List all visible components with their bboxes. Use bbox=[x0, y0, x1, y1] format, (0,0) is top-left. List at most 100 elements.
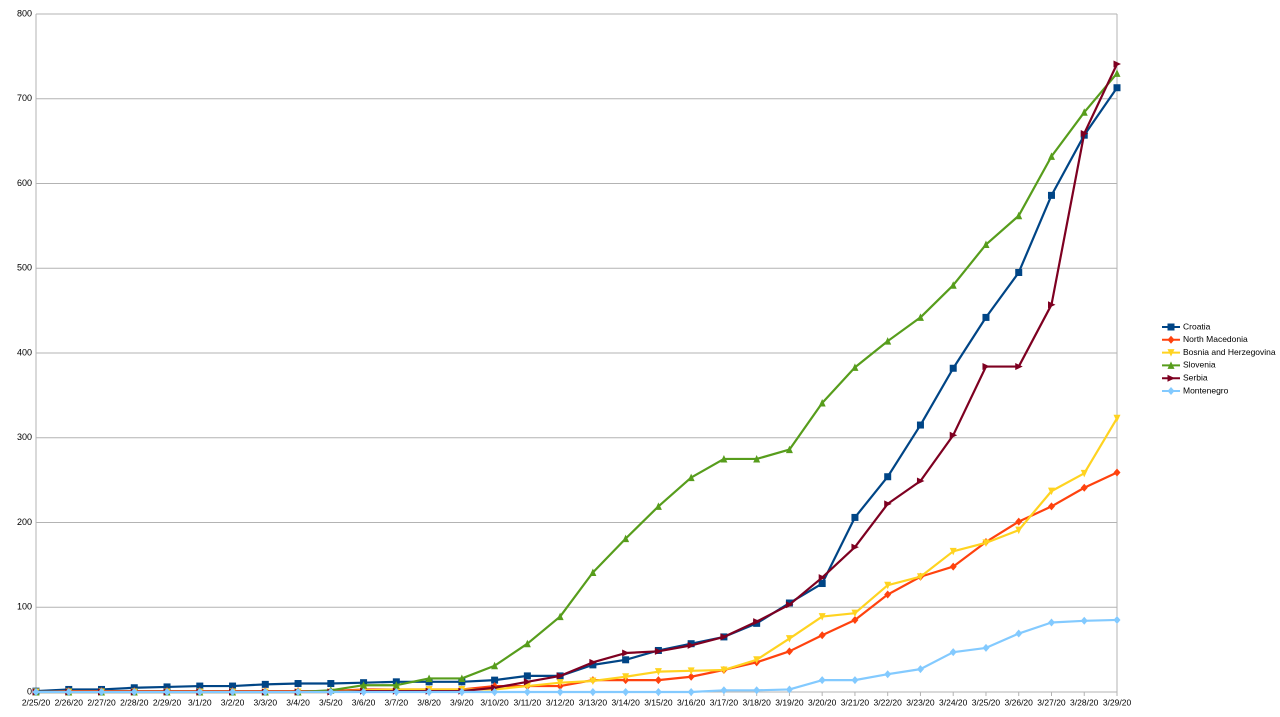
y-tick-label: 200 bbox=[17, 517, 32, 527]
marker bbox=[622, 688, 630, 696]
marker bbox=[884, 500, 892, 508]
marker bbox=[851, 676, 859, 685]
marker bbox=[982, 240, 990, 249]
marker bbox=[884, 473, 892, 481]
marker bbox=[687, 667, 695, 675]
x-tick-label: 3/10/20 bbox=[480, 697, 509, 707]
marker bbox=[1015, 526, 1023, 535]
y-tick-label: 600 bbox=[17, 178, 32, 188]
marker bbox=[458, 674, 466, 682]
marker bbox=[818, 574, 827, 582]
marker bbox=[884, 670, 892, 679]
marker bbox=[229, 688, 237, 696]
x-tick-label: 3/15/20 bbox=[644, 697, 673, 707]
marker bbox=[1167, 387, 1175, 395]
marker bbox=[654, 647, 663, 655]
marker bbox=[949, 547, 957, 556]
marker bbox=[261, 688, 269, 696]
marker bbox=[1047, 618, 1055, 627]
y-tick-label: 500 bbox=[17, 263, 32, 273]
marker bbox=[949, 431, 958, 439]
marker bbox=[1113, 468, 1121, 477]
marker bbox=[1113, 69, 1121, 77]
marker bbox=[949, 364, 957, 372]
marker bbox=[130, 688, 138, 696]
marker bbox=[1080, 469, 1088, 478]
marker bbox=[720, 633, 728, 641]
marker bbox=[360, 688, 368, 696]
marker bbox=[916, 421, 924, 429]
marker bbox=[523, 688, 531, 696]
marker bbox=[425, 674, 433, 682]
x-tick-label: 2/27/20 bbox=[87, 697, 116, 707]
y-tick-label: 400 bbox=[17, 347, 32, 357]
marker bbox=[753, 686, 761, 695]
x-tick-label: 3/26/20 bbox=[1005, 697, 1034, 707]
marker bbox=[1167, 335, 1175, 344]
marker bbox=[851, 543, 859, 551]
legend-label: Montenegro bbox=[1183, 385, 1229, 395]
marker bbox=[753, 454, 761, 463]
marker bbox=[360, 681, 368, 689]
marker bbox=[720, 454, 728, 463]
marker bbox=[916, 573, 924, 581]
x-tick-label: 3/28/20 bbox=[1070, 697, 1099, 707]
marker bbox=[1080, 616, 1088, 625]
x-tick-label: 3/22/20 bbox=[874, 697, 903, 707]
marker bbox=[327, 688, 335, 696]
marker bbox=[720, 686, 728, 695]
x-tick-label: 3/17/20 bbox=[710, 697, 739, 707]
marker bbox=[1167, 349, 1175, 357]
marker bbox=[982, 539, 990, 547]
marker bbox=[654, 668, 662, 676]
x-tick-label: 3/24/20 bbox=[939, 697, 968, 707]
x-tick-label: 3/9/20 bbox=[450, 697, 474, 707]
marker bbox=[622, 656, 630, 664]
x-tick-label: 3/6/20 bbox=[352, 697, 376, 707]
x-tick-label: 3/19/20 bbox=[775, 697, 804, 707]
marker bbox=[884, 581, 892, 590]
marker bbox=[753, 618, 761, 626]
marker bbox=[1113, 615, 1121, 624]
x-tick-label: 2/28/20 bbox=[120, 697, 149, 707]
series-line bbox=[36, 63, 1118, 694]
marker bbox=[818, 613, 826, 621]
marker bbox=[785, 635, 793, 643]
marker bbox=[982, 363, 990, 371]
x-tick-label: 2/25/20 bbox=[22, 697, 51, 707]
marker bbox=[294, 688, 302, 696]
marker bbox=[1080, 129, 1089, 137]
marker bbox=[1047, 152, 1055, 160]
marker bbox=[851, 363, 859, 371]
marker bbox=[687, 672, 695, 681]
marker bbox=[654, 688, 662, 696]
x-tick-label: 3/25/20 bbox=[972, 697, 1001, 707]
marker bbox=[1047, 502, 1055, 511]
marker bbox=[916, 665, 924, 674]
marker bbox=[851, 609, 859, 618]
x-tick-label: 3/5/20 bbox=[319, 697, 343, 707]
x-tick-label: 3/27/20 bbox=[1037, 697, 1066, 707]
marker bbox=[1015, 629, 1023, 638]
marker bbox=[1167, 374, 1175, 382]
marker bbox=[818, 631, 826, 640]
marker bbox=[163, 683, 171, 691]
marker bbox=[425, 688, 433, 696]
x-tick-label: 3/18/20 bbox=[742, 697, 771, 707]
marker bbox=[589, 661, 597, 669]
series-line bbox=[36, 72, 1118, 694]
marker bbox=[1015, 517, 1023, 526]
marker bbox=[261, 680, 269, 688]
marker bbox=[916, 477, 925, 485]
marker bbox=[687, 473, 695, 482]
marker bbox=[785, 685, 793, 694]
marker bbox=[1015, 363, 1023, 371]
marker bbox=[884, 590, 892, 599]
x-tick-label: 2/29/20 bbox=[153, 697, 182, 707]
marker bbox=[491, 684, 499, 692]
x-tick-label: 3/8/20 bbox=[417, 697, 441, 707]
marker bbox=[851, 513, 859, 521]
marker bbox=[1047, 191, 1055, 199]
marker bbox=[1113, 84, 1121, 92]
